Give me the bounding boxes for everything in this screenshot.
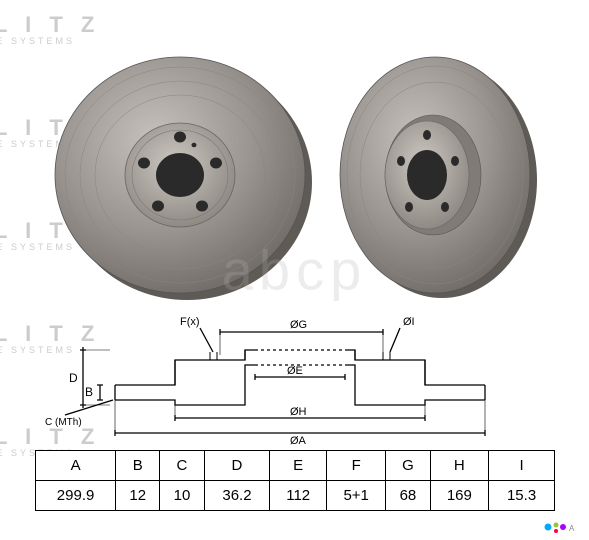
product-photo [30, 40, 560, 300]
technical-diagram: D B C (MTh) F(x) ØG ØI ØE [45, 310, 545, 445]
col-header: I [489, 451, 555, 481]
cell: 5+1 [327, 481, 386, 511]
col-header: G [386, 451, 430, 481]
dim-label-h: ØH [290, 406, 307, 418]
col-header: C [160, 451, 204, 481]
dim-label-g: ØG [290, 319, 307, 331]
dim-label-e: ØE [287, 365, 303, 377]
col-header: F [327, 451, 386, 481]
cell: 36.2 [204, 481, 270, 511]
col-header: A [36, 451, 116, 481]
cell: 12 [116, 481, 160, 511]
cell: 112 [270, 481, 327, 511]
dim-label-b: B [85, 385, 93, 399]
svg-text:A: A [569, 524, 575, 533]
col-header: E [270, 451, 327, 481]
dim-label-f: F(x) [180, 316, 200, 328]
cell: 169 [430, 481, 489, 511]
cell: 299.9 [36, 481, 116, 511]
cell: 68 [386, 481, 430, 511]
col-header: B [116, 451, 160, 481]
cell: 15.3 [489, 481, 555, 511]
dim-label-a: ØA [290, 435, 307, 445]
dim-label-i: ØI [403, 316, 415, 328]
cell: 10 [160, 481, 204, 511]
dim-label-c: C (MTh) [45, 417, 82, 428]
dim-label-d: D [69, 371, 78, 385]
table-value-row: 299.9 12 10 36.2 112 5+1 68 169 15.3 [36, 481, 555, 511]
avito-logo: A [543, 520, 583, 534]
spec-table: A B C D E F G H I 299.9 12 10 36.2 112 5… [35, 450, 555, 511]
col-header: H [430, 451, 489, 481]
table-header-row: A B C D E F G H I [36, 451, 555, 481]
col-header: D [204, 451, 270, 481]
brand-watermark: B L I T Z [0, 12, 100, 38]
